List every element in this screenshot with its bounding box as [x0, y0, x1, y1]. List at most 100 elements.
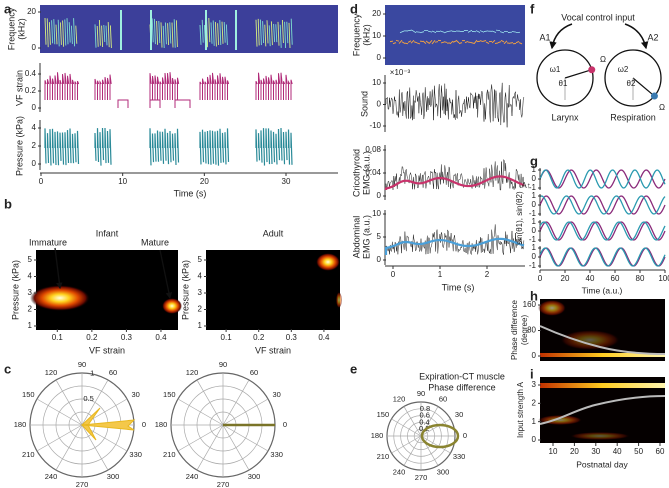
spectrogram-streak	[98, 20, 101, 46]
spectrogram-streak	[268, 25, 271, 47]
polar-spoke	[222, 424, 250, 471]
x-tick-label: 0.3	[286, 333, 298, 342]
angle-tick-label: 150	[163, 390, 176, 399]
y-tick-label: 0	[532, 435, 537, 444]
heatmap-blob	[538, 300, 566, 316]
panel-letter: g	[530, 153, 538, 168]
label: VF strain	[14, 70, 24, 106]
polar-spoke	[420, 435, 451, 454]
spectrogram-streak	[395, 39, 400, 42]
spectrogram-streak	[499, 31, 505, 34]
y-tick-label: 0.04	[365, 168, 381, 177]
angle-tick-label: 180	[14, 420, 27, 429]
y-tick-label: 2	[198, 305, 203, 314]
sound-trace	[385, 82, 525, 128]
spectrogram-streak	[221, 21, 224, 44]
y-tick-label: 10	[372, 78, 381, 87]
y-tick-label: 0	[377, 191, 382, 200]
polar-spoke	[81, 379, 109, 426]
angle-tick-label: 180	[371, 431, 384, 440]
x-tick-label: 0.2	[86, 333, 98, 342]
spectrogram-streak	[273, 23, 276, 43]
spectrogram-streak	[199, 25, 202, 45]
angle-tick-label: 300	[107, 472, 120, 481]
spectrogram-streak	[167, 23, 170, 46]
phase-loop	[420, 423, 460, 449]
radial-tick-label: 0.2	[419, 424, 429, 433]
spectrogram-streak	[431, 30, 437, 34]
input-arrow	[549, 23, 573, 50]
angle-tick-label: 0	[142, 420, 146, 429]
spectrogram-streak	[407, 40, 412, 43]
strain-trace	[44, 72, 293, 108]
spectrogram-streak	[275, 24, 278, 43]
y-tick-label: -1	[529, 209, 537, 218]
y-tick-label: 5	[28, 255, 33, 264]
label: Input strength A	[516, 381, 525, 438]
sine-trace	[539, 195, 666, 215]
spectrogram-streak	[518, 42, 523, 45]
angle-tick-label: 30	[273, 390, 281, 399]
spectrogram-streak	[171, 22, 174, 48]
spectrogram-streak	[101, 25, 104, 48]
y-tick-label: 0	[377, 53, 382, 62]
spectrogram-streak	[500, 39, 505, 43]
radial-tick-label: 0.4	[419, 417, 429, 426]
polar-spoke	[196, 379, 224, 426]
y-tick-label: 0	[32, 103, 37, 112]
spectrogram-streak	[434, 41, 439, 43]
angle-tick-label: 330	[453, 452, 466, 461]
y-tick-label: -10	[369, 121, 381, 130]
spectrogram-streak	[288, 22, 291, 48]
spectrogram-streak	[422, 40, 427, 44]
spectrogram-streak	[290, 18, 293, 45]
x-tick-label: 0.1	[221, 333, 233, 342]
angle-tick-label: 210	[22, 450, 35, 459]
panel-title: Phase difference	[428, 382, 495, 392]
spectrogram-streak	[419, 31, 425, 34]
panel-title: Vocal control input	[561, 12, 635, 22]
heatmap-blob	[570, 432, 630, 440]
angle-tick-label: 0	[283, 420, 287, 429]
spectrogram-streak	[389, 40, 394, 43]
label: sin(θ1), sin(θ2)	[515, 191, 524, 245]
x-tick-label: 20	[200, 177, 209, 186]
spectrogram-streak	[479, 30, 485, 33]
spectrogram-streak	[410, 39, 415, 44]
label: Cricothyroid	[351, 149, 361, 197]
heatmap-blob	[30, 285, 90, 311]
annotation: Immature	[29, 237, 67, 247]
y-tick-label: 0.4	[25, 69, 37, 78]
radial-tick-label: 0.8	[420, 404, 430, 413]
angle-tick-label: 90	[417, 389, 425, 398]
sine-trace	[539, 247, 666, 267]
label: Respiration	[610, 112, 656, 122]
label: A1	[539, 32, 550, 42]
angle-tick-label: 240	[186, 472, 199, 481]
heatmap-blob	[560, 330, 620, 350]
label: ω2	[618, 65, 629, 74]
sine-trace	[539, 221, 666, 241]
spectrogram-streak	[162, 25, 165, 48]
y-tick-label: 0	[377, 255, 382, 264]
angle-tick-label: 60	[250, 368, 258, 377]
radial-tick-label: 1	[90, 368, 94, 377]
angle-tick-label: 270	[76, 480, 89, 488]
polar-spoke	[177, 398, 224, 426]
spectrogram-streak	[259, 19, 262, 46]
spectrogram-streak	[219, 20, 222, 46]
spectrogram-streak	[150, 10, 152, 50]
x-axis-label: Time (s)	[442, 282, 475, 292]
panel-letter: h	[530, 288, 538, 303]
spectrogram-streak	[449, 40, 454, 45]
label: A2	[647, 32, 658, 42]
polar-spoke	[222, 398, 269, 426]
angle-tick-label: 90	[78, 360, 86, 369]
polar-spoke	[420, 418, 451, 437]
emg-trace	[385, 158, 525, 191]
spectrogram-streak	[491, 30, 497, 33]
panel-letter: b	[4, 196, 12, 211]
spectrogram-streak	[46, 18, 49, 48]
spectrogram-streak	[75, 25, 78, 44]
radial-tick-label: 0.6	[419, 411, 429, 420]
